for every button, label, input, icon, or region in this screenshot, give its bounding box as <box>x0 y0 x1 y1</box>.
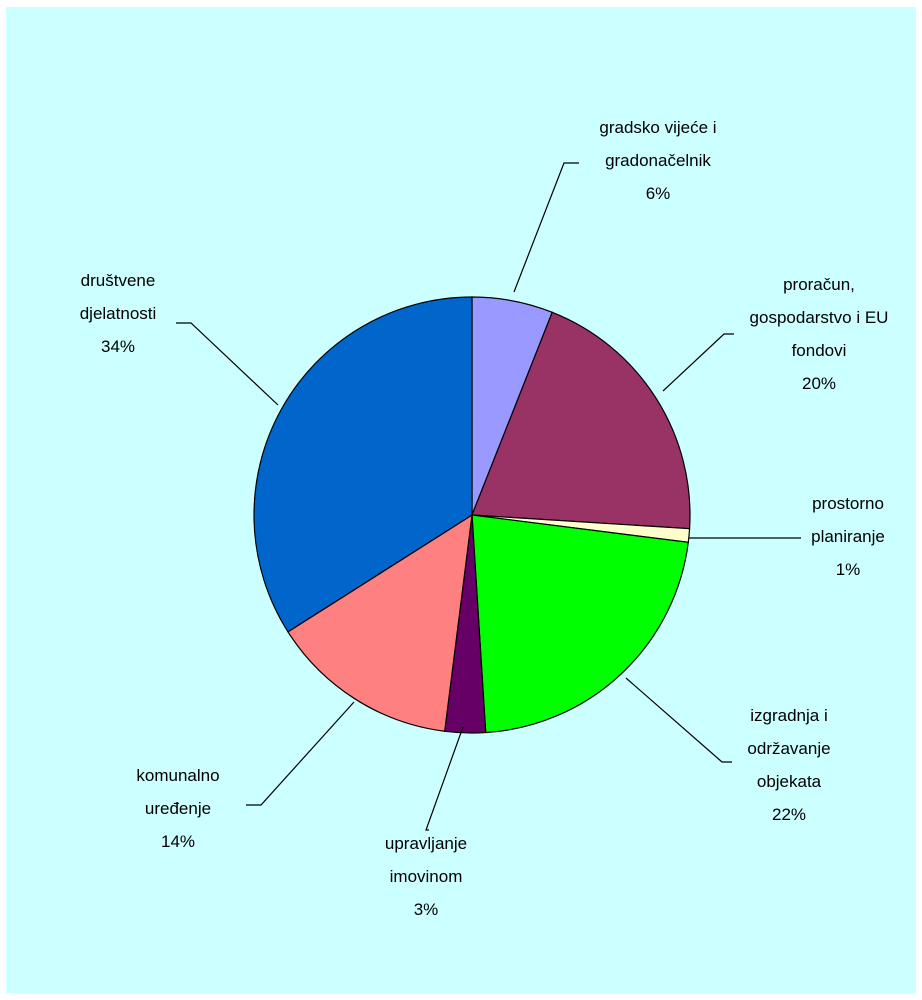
percent-label: 34% <box>101 337 135 356</box>
data-label-prostorno-planiranje: prostorno planiranje 1% <box>811 494 885 579</box>
category-label-line: gradsko vijeće i <box>599 118 716 137</box>
data-label-komunalno-uredenje: komunalno uređenje 14% <box>136 766 219 851</box>
category-label-line: planiranje <box>811 527 885 546</box>
leader-line-gradsko-vijece-i-gradonacelnik <box>513 162 579 293</box>
leader-line-drustvene-djelatnosti <box>176 322 279 406</box>
category-label-line: gospodarstvo i EU <box>750 308 889 327</box>
data-label-drustvene-djelatnosti: društvene djelatnosti 34% <box>80 271 157 356</box>
pie-slice-izgradnja-i-odrzavanje-objekata <box>471 514 689 734</box>
category-label-line: fondovi <box>792 341 847 360</box>
category-label-line: uređenje <box>145 799 211 818</box>
category-label-line: prostorno <box>812 494 884 513</box>
data-label-gradsko-vijece-i-gradonacelnik: gradsko vijeće i gradonačelnik 6% <box>599 118 716 203</box>
pie-slice-drustvene-djelatnosti <box>253 296 473 633</box>
category-label-line: djelatnosti <box>80 304 157 323</box>
pie-slice-komunalno-uredenje <box>287 513 473 732</box>
leader-line-proracun-gospodarstvo-i-eu-fondovi <box>662 333 734 392</box>
data-label-upravljanje-imovinom: upravljanje imovinom 3% <box>385 834 467 919</box>
category-label-line: gradonačelnik <box>605 151 711 170</box>
category-label-line: održavanje <box>747 739 830 758</box>
percent-label: 22% <box>772 805 806 824</box>
category-label-line: upravljanje <box>385 834 467 853</box>
category-label-line: proračun, <box>783 275 855 294</box>
category-label-line: imovinom <box>390 867 463 886</box>
data-label-proracun-gospodarstvo-i-eu-fondovi: proračun, gospodarstvo i EU fondovi 20% <box>750 275 889 393</box>
chart-area: gradsko vijeće i gradonačelnik 6% proračun,… <box>6 7 916 993</box>
pie-chart: gradsko vijeće i gradonačelnik 6% proračun,… <box>80 118 889 919</box>
data-labels: gradsko vijeće i gradonačelnik 6% proračun,… <box>80 118 889 919</box>
percent-label: 6% <box>646 184 671 203</box>
category-label-line: društvene <box>81 271 156 290</box>
pie-slices <box>253 296 691 734</box>
category-label-line: objekata <box>757 772 822 791</box>
category-label-line: komunalno <box>136 766 219 785</box>
leader-line-izgradnja-i-odrzavanje-objekata <box>625 677 732 763</box>
data-label-izgradnja-i-odrzavanje-objekata: izgradnja i održavanje objekata 22% <box>747 706 830 824</box>
leader-line-komunalno-uredenje <box>246 701 355 806</box>
percent-label: 14% <box>161 832 195 851</box>
pie-slice-proracun-gospodarstvo-i-eu-fondovi <box>471 311 691 530</box>
percent-label: 3% <box>414 900 439 919</box>
percent-label: 1% <box>836 560 861 579</box>
percent-label: 20% <box>802 374 836 393</box>
category-label-line: izgradnja i <box>750 706 828 725</box>
leader-line-upravljanje-imovinom <box>425 726 464 831</box>
leader-lines <box>176 162 801 831</box>
